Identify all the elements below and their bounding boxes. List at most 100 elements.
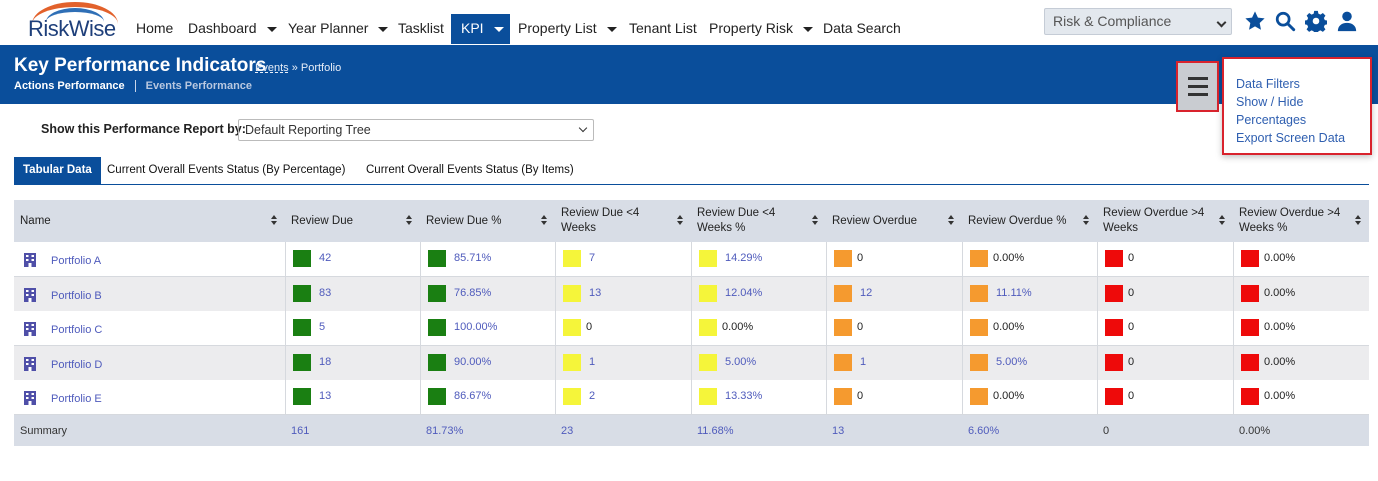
cell-value-review-due-pct[interactable]: 76.85%	[454, 286, 492, 299]
cell-value-review-due-4wk-pct[interactable]: 5.00%	[725, 355, 757, 368]
cell-value-review-due-4wk[interactable]: 2	[589, 390, 596, 403]
column-divider	[826, 276, 827, 311]
summary-value-review-due-pct[interactable]: 81.73%	[426, 425, 464, 437]
column-header-review-overdue-4wk[interactable]: Review Overdue >4 Weeks	[1103, 207, 1205, 234]
portfolio-link[interactable]: Portfolio D	[51, 358, 103, 371]
column-header-name[interactable]: Name	[20, 214, 51, 227]
cell-value-review-due[interactable]: 83	[319, 286, 332, 299]
cell-value-review-overdue-pct[interactable]: 5.00%	[996, 355, 1028, 368]
sort-icon[interactable]	[271, 215, 278, 227]
nav-item-data-search[interactable]: Data Search	[823, 14, 901, 44]
summary-value-review-overdue-4wk: 0	[1103, 425, 1110, 437]
gear-icon[interactable]	[1305, 10, 1327, 32]
cell-value-review-due[interactable]: 5	[319, 321, 326, 334]
cell-value-review-overdue-pct[interactable]: 11.11%	[996, 286, 1032, 299]
cell-value-review-due-4wk[interactable]: 1	[589, 355, 596, 368]
tab-status-by-percentage[interactable]: Current Overall Events Status (By Percen…	[107, 164, 346, 176]
caret-down-icon[interactable]	[378, 26, 389, 32]
user-icon[interactable]	[1336, 10, 1358, 32]
cell-value-review-due[interactable]: 18	[319, 355, 332, 368]
sort-icon[interactable]	[541, 215, 548, 227]
sort-icon[interactable]	[677, 215, 684, 227]
summary-value-review-due-4wk-pct[interactable]: 11.68%	[697, 425, 734, 437]
column-divider	[826, 345, 827, 380]
status-swatch-yellow	[563, 388, 581, 406]
table-header: Name Review Due Review Due % Review Due <4 …	[14, 200, 1369, 242]
nav-item-property-risk[interactable]: Property Risk	[709, 14, 814, 44]
star-icon[interactable]	[1244, 10, 1266, 32]
cell-value-review-due-4wk[interactable]: 13	[589, 286, 602, 299]
status-swatch-green	[293, 250, 311, 267]
cell-value-review-overdue-4wk-pct: 0.00%	[1264, 390, 1296, 403]
status-swatch-yellow	[563, 250, 581, 267]
portfolio-link[interactable]: Portfolio C	[51, 324, 103, 337]
cell-value-review-due-pct[interactable]: 85.71%	[454, 252, 492, 264]
module-select[interactable]: Risk & Compliance	[1044, 8, 1232, 35]
nav-item-property-list[interactable]: Property List	[518, 14, 617, 44]
sort-icon[interactable]	[948, 215, 955, 227]
tab-tabular-data[interactable]: Tabular Data	[14, 157, 101, 184]
sort-icon[interactable]	[1219, 215, 1226, 227]
riskwise-logo[interactable]: RiskWise	[26, 2, 122, 42]
nav-item-dashboard[interactable]: Dashboard	[188, 14, 277, 44]
sort-icon[interactable]	[1355, 215, 1362, 227]
summary-value-review-due-4wk[interactable]: 23	[561, 425, 574, 437]
column-header-review-overdue-4wk-pct[interactable]: Review Overdue >4 Weeks %	[1239, 207, 1341, 234]
logo-wordmark: RiskWise	[28, 16, 116, 41]
column-divider	[285, 345, 286, 380]
summary-value-review-overdue-pct[interactable]: 6.60%	[968, 425, 1000, 437]
nav-item-tasklist[interactable]: Tasklist	[398, 14, 444, 44]
nav-item-year-planner[interactable]: Year Planner	[288, 14, 389, 44]
portfolio-link[interactable]: Portfolio E	[51, 393, 102, 406]
cell-value-review-overdue[interactable]: 12	[860, 286, 873, 299]
caret-down-icon[interactable]	[803, 26, 814, 32]
status-swatch-red	[1241, 319, 1259, 337]
column-divider	[962, 311, 963, 346]
menu-item-export-screen-data[interactable]: Export Screen Data	[1236, 131, 1346, 145]
sort-icon[interactable]	[1083, 215, 1090, 227]
column-header-review-due-4wk-pct[interactable]: Review Due <4 Weeks %	[697, 207, 776, 234]
column-divider	[691, 345, 692, 380]
tab-status-by-items[interactable]: Current Overall Events Status (By Items)	[366, 164, 574, 176]
column-header-review-overdue[interactable]: Review Overdue	[832, 214, 918, 227]
cell-value-review-due[interactable]: 42	[319, 252, 332, 264]
cell-value-review-due-4wk-pct[interactable]: 14.29%	[725, 252, 763, 264]
breadcrumb-events-link[interactable]: Events	[255, 62, 289, 74]
column-header-review-due-pct[interactable]: Review Due %	[426, 214, 502, 227]
cell-value-review-due[interactable]: 13	[319, 390, 332, 403]
nav-item-tenant-list[interactable]: Tenant List	[629, 14, 697, 44]
cell-value-review-due-4wk-pct[interactable]: 13.33%	[725, 390, 763, 403]
column-header-review-due[interactable]: Review Due	[291, 214, 353, 227]
hamburger-menu-button[interactable]	[1176, 61, 1219, 112]
caret-down-icon[interactable]	[266, 26, 277, 32]
subnav-actions-performance[interactable]: Actions Performance	[14, 80, 125, 92]
search-icon[interactable]	[1274, 10, 1296, 32]
cell-value-review-due-pct[interactable]: 90.00%	[454, 355, 492, 368]
summary-value-review-overdue[interactable]: 13	[832, 425, 845, 437]
summary-value-review-due[interactable]: 161	[291, 425, 310, 437]
sort-icon[interactable]	[406, 215, 413, 227]
column-header-review-due-4wk[interactable]: Review Due <4 Weeks	[561, 207, 640, 234]
menu-item-data-filters[interactable]: Data Filters	[1236, 77, 1300, 91]
column-header-review-overdue-pct[interactable]: Review Overdue %	[968, 214, 1067, 227]
cell-value-review-overdue-4wk: 0	[1128, 286, 1135, 299]
menu-item-percentages[interactable]: Percentages	[1236, 113, 1307, 127]
column-divider	[420, 242, 421, 276]
portfolio-link[interactable]: Portfolio A	[51, 255, 102, 267]
cell-value-review-overdue[interactable]: 1	[860, 355, 867, 368]
cell-value-review-due-pct[interactable]: 100.00%	[454, 321, 498, 334]
cell-value-review-due-pct[interactable]: 86.67%	[454, 390, 492, 403]
caret-down-icon[interactable]	[606, 26, 617, 32]
breadcrumb-separator: »	[288, 62, 301, 74]
status-swatch-yellow	[699, 284, 717, 302]
sort-icon[interactable]	[812, 215, 819, 227]
menu-item-show-hide[interactable]: Show / Hide	[1236, 95, 1304, 109]
subnav-events-performance[interactable]: Events Performance	[145, 80, 253, 92]
cell-value-review-due-4wk-pct[interactable]: 12.04%	[725, 286, 763, 299]
caret-down-icon[interactable]	[493, 26, 504, 32]
nav-item-home[interactable]: Home	[136, 14, 173, 44]
portfolio-link[interactable]: Portfolio B	[51, 289, 102, 302]
reporting-tree-select[interactable]: Default Reporting Tree	[238, 119, 594, 141]
nav-item-kpi[interactable]: KPI	[451, 14, 510, 44]
cell-value-review-due-4wk[interactable]: 7	[589, 252, 596, 264]
